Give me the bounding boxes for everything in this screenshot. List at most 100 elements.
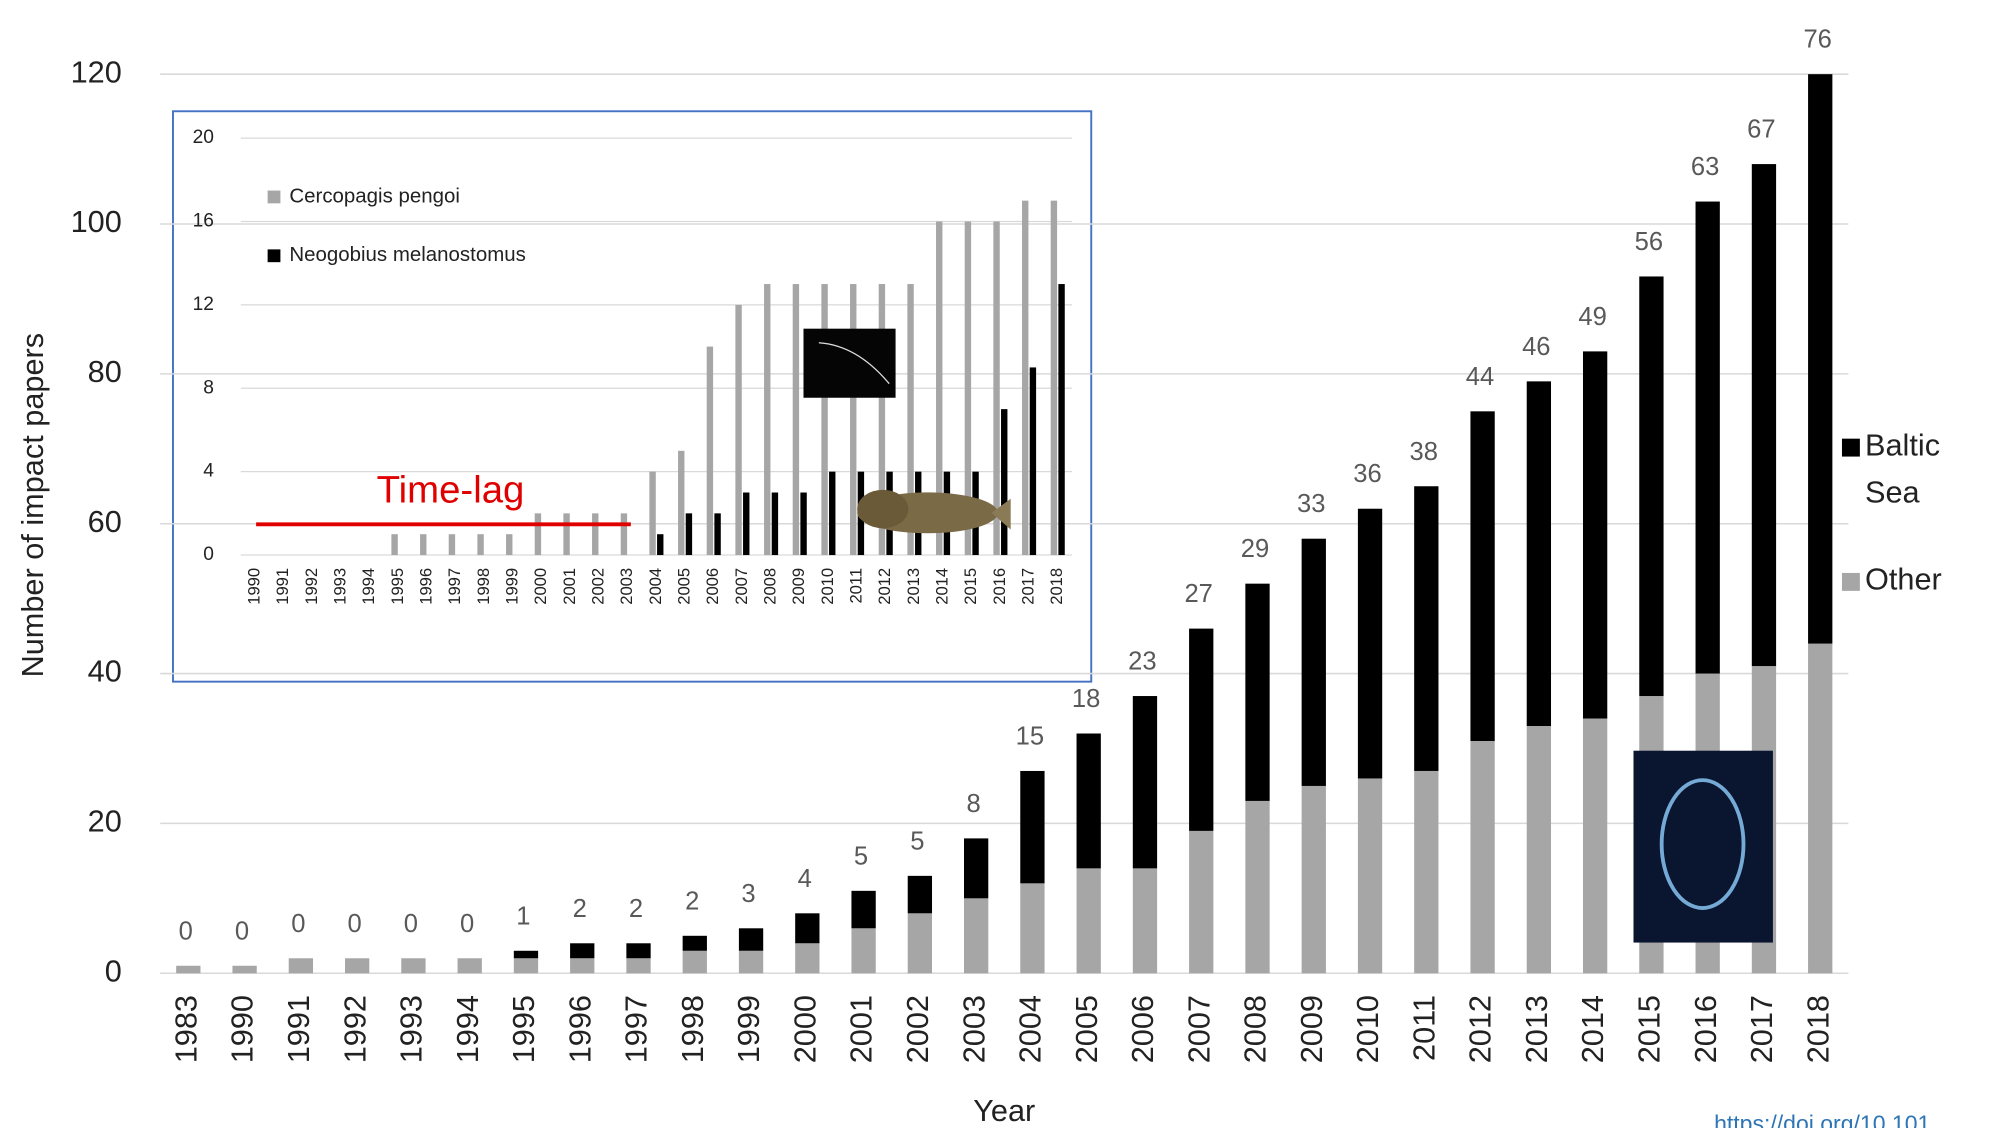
x-tick-label: 1997 <box>619 995 654 1063</box>
inset-x-tick-label: 2009 <box>789 568 808 605</box>
inset-bar <box>850 284 856 555</box>
inset-x-tick-label: 2014 <box>932 568 951 605</box>
inset-x-tick-label: 2000 <box>531 568 550 605</box>
legend-label: Other <box>1865 556 1980 603</box>
inset-bar <box>1022 201 1028 555</box>
x-tick-label: 2010 <box>1350 995 1385 1063</box>
bar-segment <box>1077 733 1101 868</box>
data-label: 63 <box>1691 153 1719 181</box>
inset-bar <box>563 513 569 555</box>
inset-x-tick-label: 2012 <box>875 568 894 605</box>
x-tick-label: 2013 <box>1519 995 1554 1063</box>
bar-segment <box>908 876 932 913</box>
x-tick-label: 2015 <box>1632 995 1667 1063</box>
inset-y-tick-label: 16 <box>193 211 214 232</box>
doi-link: https://doi.org/10.101 <box>1714 1111 1930 1128</box>
data-label: 0 <box>291 910 305 938</box>
inset-x-tick-label: 2003 <box>617 568 636 605</box>
x-tick-label: 2018 <box>1800 995 1835 1063</box>
legend-label: Baltic Sea <box>1865 422 1980 517</box>
bar-segment <box>1752 164 1776 666</box>
inset-x-tick-label: 2006 <box>703 568 722 605</box>
inset-x-tick-label: 2013 <box>904 568 923 605</box>
x-tick-label: 2009 <box>1294 995 1329 1063</box>
x-axis-label: Year <box>973 1093 1035 1128</box>
inset-bar <box>743 493 749 556</box>
x-tick-label: 1992 <box>337 995 372 1063</box>
y-tick-label: 60 <box>88 504 122 539</box>
inset-legend-label: Neogobius melanostomus <box>289 243 525 266</box>
x-tick-label: 2000 <box>787 995 822 1063</box>
data-label: 18 <box>1072 685 1100 713</box>
inset-y-tick-label: 20 <box>193 127 214 148</box>
bar-segment <box>176 966 200 973</box>
bar-segment <box>1245 584 1269 801</box>
x-tick-label: 2017 <box>1744 995 1779 1063</box>
data-label: 5 <box>910 827 924 855</box>
y-tick-label: 40 <box>88 654 122 689</box>
data-label: 2 <box>573 895 587 923</box>
inset-x-tick-label: 1997 <box>445 568 464 605</box>
data-label: 44 <box>1466 363 1494 391</box>
inset-x-tick-label: 1996 <box>416 568 435 605</box>
inset-bar <box>707 347 713 555</box>
x-tick-label: 2004 <box>1013 995 1048 1063</box>
inset-bar <box>592 513 598 555</box>
x-tick-label: 1998 <box>675 995 710 1063</box>
bar-segment <box>401 958 425 973</box>
bar-segment <box>345 958 369 973</box>
bar-segment <box>626 943 650 958</box>
bar-segment <box>795 943 819 973</box>
inset-bar <box>1030 367 1036 555</box>
data-label: 0 <box>460 910 474 938</box>
data-label: 5 <box>854 842 868 870</box>
data-label: 8 <box>966 790 980 818</box>
bar-segment <box>1527 381 1551 726</box>
inset-legend-swatch <box>268 191 281 204</box>
bar-segment <box>1302 539 1326 786</box>
bar-segment <box>739 928 763 950</box>
inset-y-tick-label: 4 <box>203 461 214 482</box>
bar-segment <box>1302 786 1326 973</box>
legend-label-box: Other <box>1865 556 2006 658</box>
inset-x-tick-label: 2008 <box>760 568 779 605</box>
x-tick-label: 2014 <box>1575 995 1610 1063</box>
x-tick-label: 1991 <box>281 995 316 1063</box>
x-tick-label: 1990 <box>225 995 260 1063</box>
x-tick-label: 1996 <box>562 995 597 1063</box>
data-label: 27 <box>1184 580 1212 608</box>
inset-legend-label: Cercopagis pengoi <box>289 184 460 207</box>
inset-bar <box>764 284 770 555</box>
inset-bar <box>449 534 455 555</box>
bar-segment <box>1808 74 1832 643</box>
inset-y-tick-label: 8 <box>203 377 214 398</box>
inset-y-tick-label: 0 <box>203 544 214 565</box>
bar-segment <box>1189 629 1213 831</box>
bar-segment <box>1189 831 1213 973</box>
bar-segment <box>851 928 875 973</box>
inset-x-tick-label: 1992 <box>302 568 321 605</box>
data-label: 0 <box>179 917 193 945</box>
inset-x-tick-label: 1991 <box>273 568 292 605</box>
bar-segment <box>570 958 594 973</box>
bar-segment <box>1245 801 1269 973</box>
bar-segment <box>1414 486 1438 771</box>
x-tick-label: 2006 <box>1125 995 1160 1063</box>
inset-x-tick-label: 1993 <box>330 568 349 605</box>
x-tick-label: 2005 <box>1069 995 1104 1063</box>
photo-cercopagis <box>803 329 895 398</box>
inset-legend-swatch <box>268 249 281 262</box>
data-label: 2 <box>685 887 699 915</box>
y-tick-label: 80 <box>88 354 122 389</box>
y-axis-label: Number of impact papers <box>15 333 50 678</box>
bar-segment <box>1358 509 1382 779</box>
data-label: 36 <box>1353 460 1381 488</box>
inset-x-tick-label: 2011 <box>846 568 865 604</box>
data-label: 76 <box>1803 26 1831 54</box>
page: 020406080100120Number of impact papersYe… <box>0 0 2006 1128</box>
bar-segment <box>1583 719 1607 974</box>
data-label: 3 <box>741 880 755 908</box>
x-tick-label: 2016 <box>1688 995 1723 1063</box>
bar-segment <box>626 958 650 973</box>
bar-segment <box>1470 741 1494 973</box>
